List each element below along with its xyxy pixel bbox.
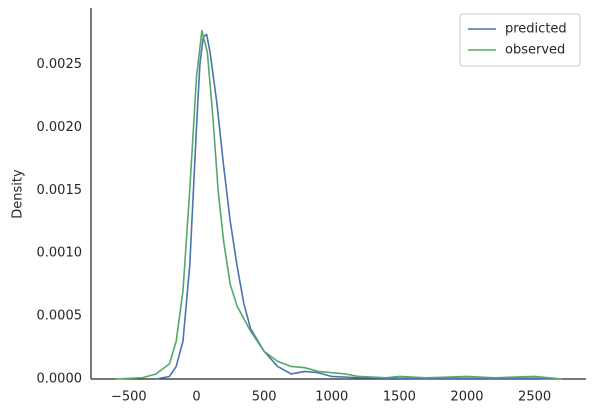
legend: predicted observed: [459, 13, 581, 67]
legend-label: observed: [505, 43, 565, 58]
y-tick-label: 0.0005: [37, 309, 83, 324]
y-tick-label: 0.0000: [37, 372, 83, 387]
y-tick-label: 0.0015: [37, 183, 83, 198]
x-tick-label: 1500: [383, 390, 416, 405]
y-axis-label: Density: [11, 169, 26, 219]
x-tick-label: 2000: [450, 390, 483, 405]
y-tick-label: 0.0025: [37, 57, 83, 72]
line: [155, 33, 555, 380]
x-tick-label: −500: [111, 390, 147, 405]
x-tick-label: 0: [192, 390, 200, 405]
y-tick-label: 0.0020: [37, 120, 83, 135]
x-tick-label: 500: [252, 390, 277, 405]
x-tick-label: 1000: [315, 390, 348, 405]
y-tick-label: 0.0010: [37, 246, 83, 261]
line: [115, 29, 562, 380]
x-tick-label: 2500: [518, 390, 551, 405]
legend-label: predicted: [505, 22, 567, 37]
legend-box: [459, 13, 581, 67]
